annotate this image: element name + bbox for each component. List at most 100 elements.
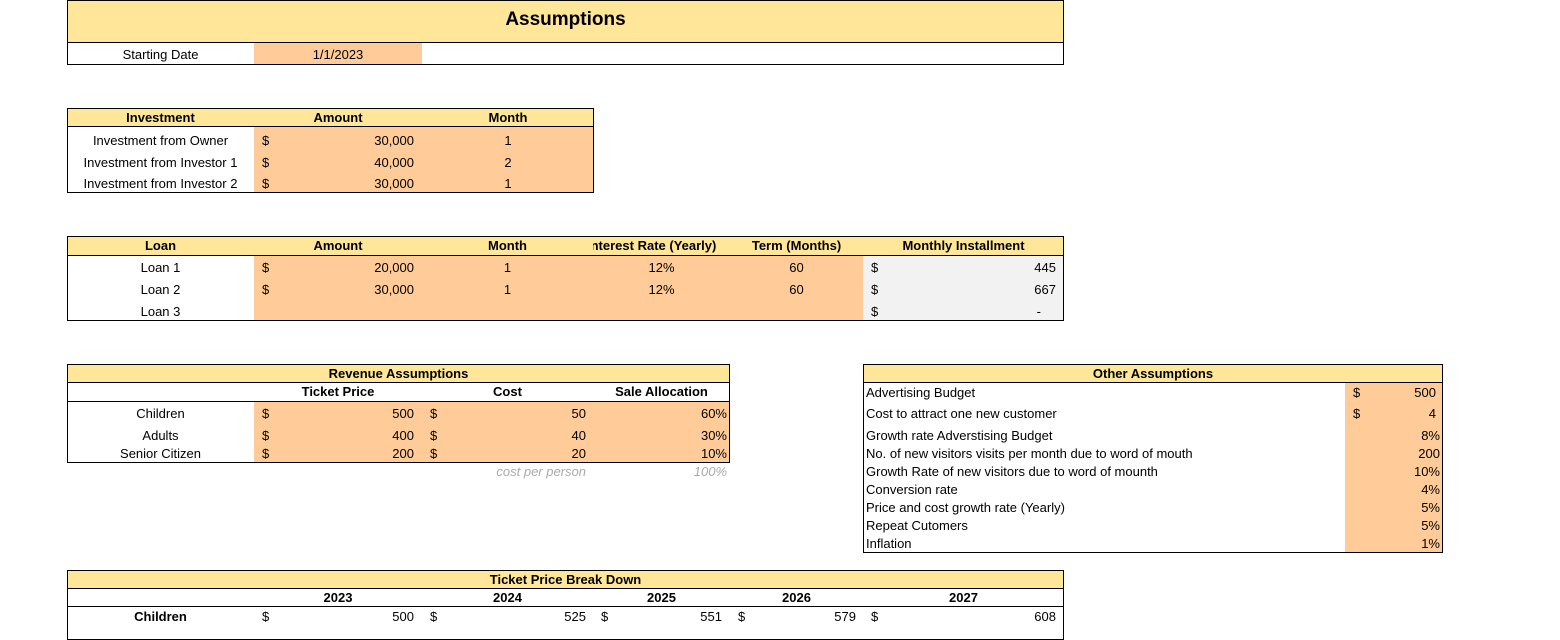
loan-rate-input[interactable]: 12% xyxy=(648,260,675,275)
other-value-input[interactable]: 500 xyxy=(1414,385,1436,400)
investment-amount-input[interactable]: 40,000 xyxy=(374,155,414,170)
other-value-input[interactable]: 8% xyxy=(1421,428,1440,443)
page-title: Assumptions xyxy=(67,0,1064,42)
cost-input[interactable]: 20 xyxy=(571,446,586,461)
other-value-input[interactable]: 4% xyxy=(1421,482,1440,497)
investment-name: Investment from Owner xyxy=(92,133,229,148)
currency-symbol: $ xyxy=(738,609,746,624)
sale-allocation-input[interactable]: 30% xyxy=(700,428,727,443)
currency-symbol: $ xyxy=(871,282,879,297)
loan-installment-value: - xyxy=(1036,304,1041,319)
investment-month-input[interactable]: 1 xyxy=(504,133,512,148)
other-label: Repeat Cutomers xyxy=(866,518,968,533)
cost-header: Cost xyxy=(493,384,522,399)
ticket-price-input[interactable]: 500 xyxy=(392,406,414,421)
other-value-input[interactable]: 200 xyxy=(1418,446,1440,461)
currency-symbol: $ xyxy=(262,609,270,624)
breakdown-category: Children xyxy=(134,609,187,624)
price-value: 525 xyxy=(564,609,586,624)
other-value-input[interactable]: 5% xyxy=(1421,518,1440,533)
revenue-category: Senior Citizen xyxy=(120,446,201,461)
other-label: Growth rate Adverstising Budget xyxy=(866,428,1053,443)
other-label: No. of new visitors visits per month due… xyxy=(866,446,1193,461)
other-label: Cost to attract one new customer xyxy=(866,406,1057,421)
investment-name: Investment from Investor 1 xyxy=(83,155,238,170)
year-header: 2027 xyxy=(949,590,978,605)
other-label: Inflation xyxy=(866,536,912,551)
currency-symbol: $ xyxy=(262,446,270,461)
other-value-input[interactable]: 4 xyxy=(1428,406,1436,421)
cost-per-person-note: cost per person xyxy=(496,464,586,479)
other-value-input[interactable]: 5% xyxy=(1421,500,1440,515)
revenue-category: Children xyxy=(136,406,185,421)
ticket-price-header: Ticket Price xyxy=(301,384,375,399)
investment-amount-header: Amount xyxy=(313,110,363,125)
year-header: 2024 xyxy=(493,590,522,605)
currency-symbol: $ xyxy=(262,428,270,443)
loan-month-input[interactable]: 1 xyxy=(503,260,512,275)
cost-input[interactable]: 40 xyxy=(571,428,586,443)
loan-term-input[interactable]: 60 xyxy=(789,282,804,297)
loan-header: Loan xyxy=(144,238,177,253)
other-value-input[interactable]: 1% xyxy=(1421,536,1440,551)
currency-symbol: $ xyxy=(262,282,270,297)
currency-symbol: $ xyxy=(430,446,438,461)
currency-symbol: $ xyxy=(262,176,270,191)
price-value: 500 xyxy=(392,609,414,624)
price-value: 551 xyxy=(700,609,722,624)
price-value: 579 xyxy=(834,609,856,624)
currency-symbol: $ xyxy=(871,260,879,275)
loan-amount-input[interactable]: 30,000 xyxy=(374,282,414,297)
other-label: Price and cost growth rate (Yearly) xyxy=(866,500,1065,515)
other-label: Growth Rate of new visitors due to word … xyxy=(866,464,1158,479)
investment-name: Investment from Investor 2 xyxy=(83,176,238,191)
loan-3-input-cells[interactable] xyxy=(254,301,863,321)
other-title: Other Assumptions xyxy=(863,364,1443,383)
sale-allocation-input[interactable]: 60% xyxy=(700,406,727,421)
loan-rate-input[interactable]: 12% xyxy=(648,282,675,297)
other-value-input[interactable]: 10% xyxy=(1413,464,1440,479)
loan-month-header: Month xyxy=(488,238,527,253)
year-header: 2026 xyxy=(782,590,811,605)
loan-term-input[interactable]: 60 xyxy=(789,260,804,275)
revenue-category: Adults xyxy=(142,428,179,443)
year-header: 2025 xyxy=(647,590,676,605)
cost-input[interactable]: 50 xyxy=(571,406,586,421)
currency-symbol: $ xyxy=(262,133,270,148)
other-label: Conversion rate xyxy=(866,482,958,497)
starting-date-input[interactable]: 1/1/2023 xyxy=(254,42,422,64)
currency-symbol: $ xyxy=(430,406,438,421)
investment-month-header: Month xyxy=(488,110,528,125)
currency-symbol: $ xyxy=(430,609,438,624)
loan-name: Loan 2 xyxy=(140,282,181,297)
sale-allocation-header: Sale Allocation xyxy=(615,384,708,399)
investment-header: Investment xyxy=(126,110,195,125)
breakdown-title: Ticket Price Break Down xyxy=(67,570,1064,589)
price-value: 608 xyxy=(1034,609,1056,624)
loan-name: Loan 1 xyxy=(140,260,181,275)
currency-symbol: $ xyxy=(871,609,879,624)
investment-amount-input[interactable]: 30,000 xyxy=(374,176,414,191)
sale-allocation-input[interactable]: 10% xyxy=(700,446,727,461)
currency-symbol: $ xyxy=(871,304,879,319)
ticket-price-input[interactable]: 400 xyxy=(392,428,414,443)
loan-amount-header: Amount xyxy=(313,238,363,253)
loan-installment-header: Monthly Installment xyxy=(902,238,1025,253)
investment-amount-input[interactable]: 30,000 xyxy=(374,133,414,148)
ticket-price-input[interactable]: 200 xyxy=(392,446,414,461)
investment-month-input[interactable]: 1 xyxy=(504,176,512,191)
currency-symbol: $ xyxy=(1353,406,1361,421)
currency-symbol: $ xyxy=(430,428,438,443)
other-label: Advertising Budget xyxy=(866,385,976,400)
loan-installment-value: 445 xyxy=(1034,260,1056,275)
loan-month-input[interactable]: 1 xyxy=(503,282,512,297)
currency-symbol: $ xyxy=(262,260,270,275)
loan-term-header: Term (Months) xyxy=(751,238,842,253)
starting-date-label: Starting Date xyxy=(122,47,199,62)
investment-month-input[interactable]: 2 xyxy=(504,155,512,170)
allocation-total: 100% xyxy=(693,464,727,479)
loan-amount-input[interactable]: 20,000 xyxy=(374,260,414,275)
currency-symbol: $ xyxy=(262,155,270,170)
revenue-title: Revenue Assumptions xyxy=(67,364,730,383)
year-header: 2023 xyxy=(323,590,353,605)
